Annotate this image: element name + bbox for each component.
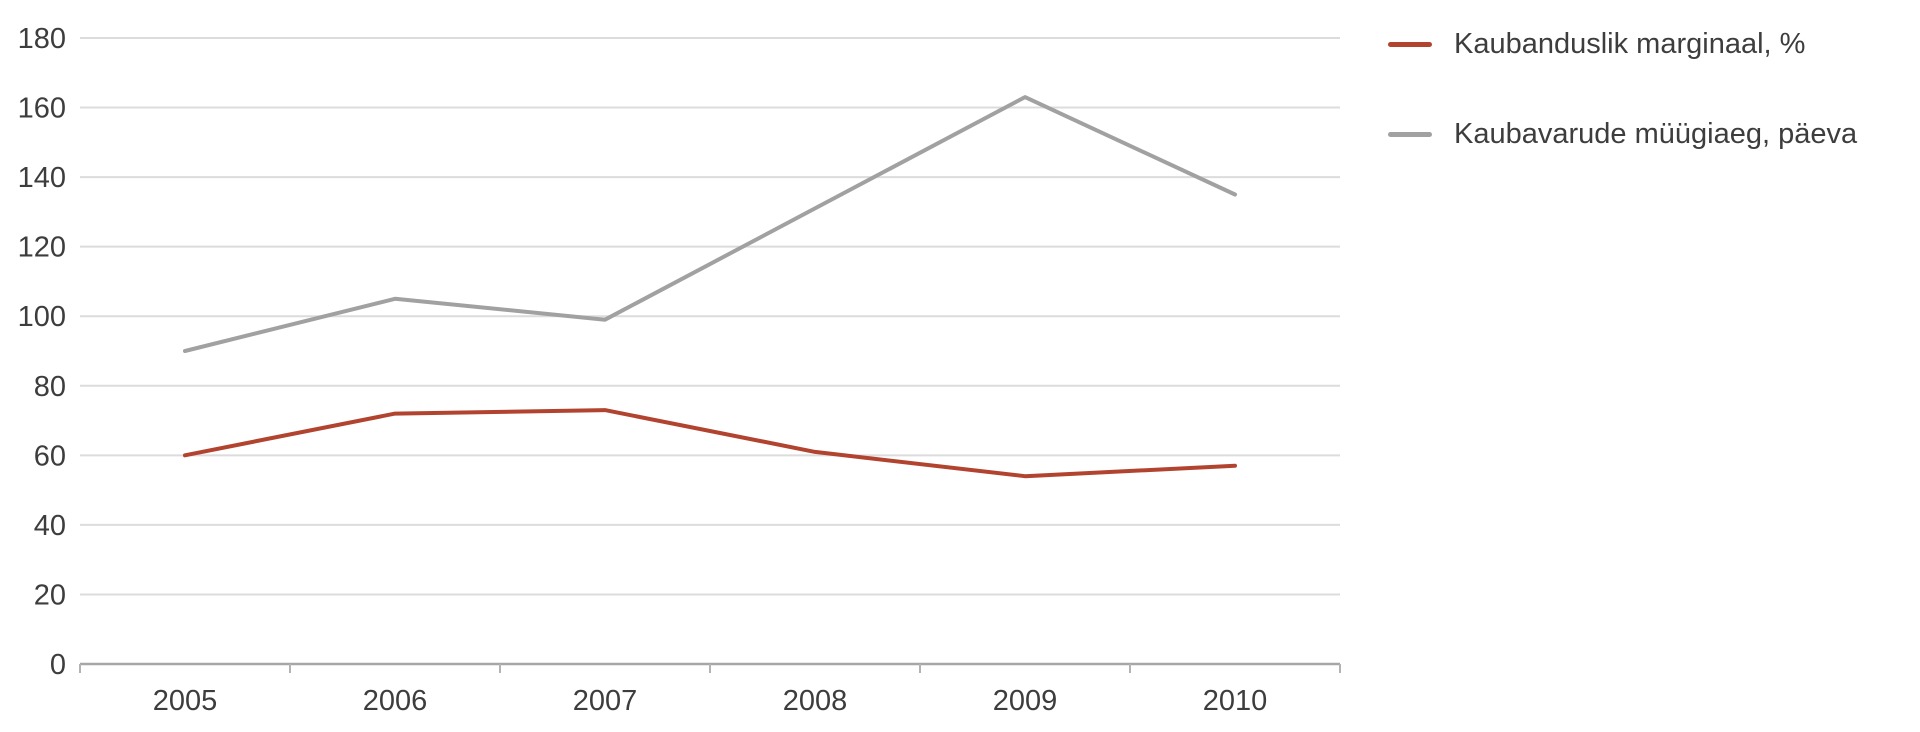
- legend-item-marginaal: Kaubanduslik marginaal, %: [1388, 24, 1857, 64]
- legend-label: Kaubanduslik marginaal, %: [1454, 27, 1806, 60]
- x-tick-label: 2007: [573, 685, 638, 717]
- x-tick-label: 2009: [993, 685, 1058, 717]
- legend-line-swatch-red: [1388, 41, 1432, 47]
- y-tick-label: 0: [50, 649, 66, 681]
- y-tick-label: 40: [34, 510, 66, 542]
- y-tick-label: 60: [34, 440, 66, 472]
- x-tick-label: 2005: [153, 685, 218, 717]
- y-tick-label: 160: [18, 93, 66, 125]
- x-tick-label: 2006: [363, 685, 428, 717]
- x-tick-label: 2010: [1203, 685, 1268, 717]
- y-tick-label: 20: [34, 579, 66, 611]
- y-tick-label: 180: [18, 23, 66, 55]
- legend-line-swatch-gray: [1388, 131, 1432, 137]
- chart-legend: Kaubanduslik marginaal, % Kaubavarude mü…: [1388, 24, 1857, 154]
- series-line-1: [183, 95, 1237, 353]
- y-tick-label: 80: [34, 371, 66, 403]
- x-tick-label: 2008: [783, 685, 848, 717]
- series-line-0: [183, 408, 1237, 479]
- legend-item-muugiaeg: Kaubavarude müügiaeg, päeva: [1388, 114, 1857, 154]
- plot-area: 0 20 40 60 80 100 120 140 160 180 2005 2006 2007 2008…: [18, 23, 1341, 717]
- y-tick-label: 100: [18, 301, 66, 333]
- y-tick-label: 140: [18, 162, 66, 194]
- legend-label: Kaubavarude müügiaeg, päeva: [1454, 117, 1858, 150]
- y-tick-label: 120: [18, 232, 66, 264]
